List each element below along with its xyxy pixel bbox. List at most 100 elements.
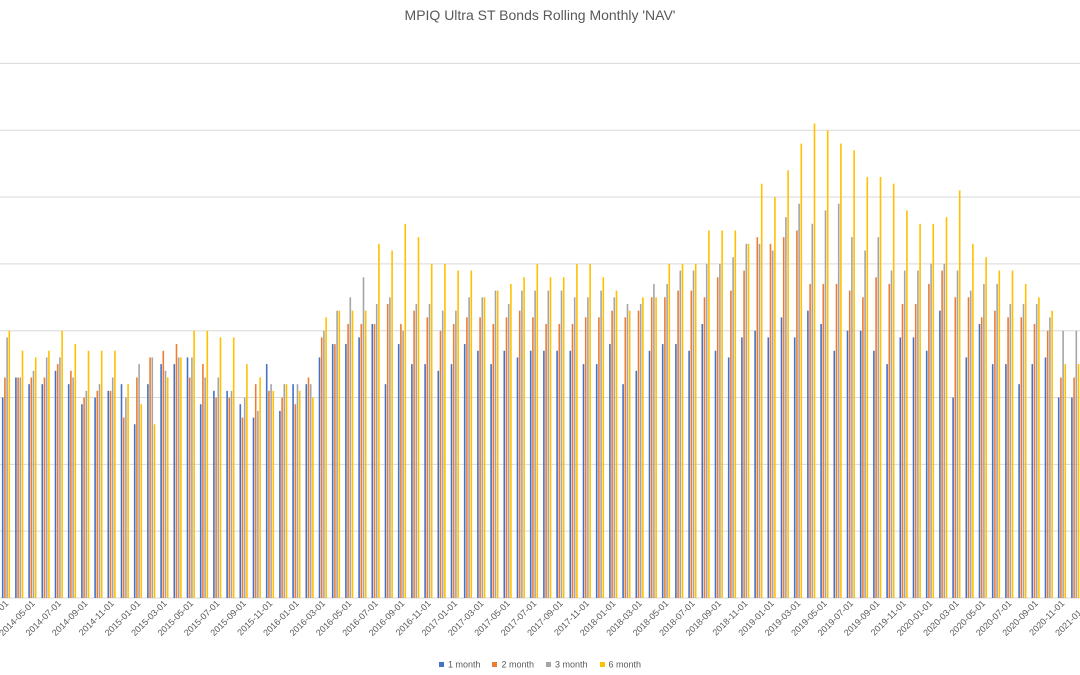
bar-3-month-2017-01-01 [455,310,457,598]
bar-2-month-2015-09-01 [241,417,244,598]
bar-6-month-2016-09-01 [404,223,407,599]
bar-3-month-2017-11-01 [587,297,589,598]
bar-1-month-2015-11-01 [265,364,268,598]
bar-6-month-2019-07-01 [853,150,855,598]
bar-1-month-2015-05-01 [186,357,189,598]
bar-6-month-2018-04-01 [655,297,657,598]
bar-1-month-2016-04-01 [331,344,334,598]
bar-6-month-2016-07-01 [378,243,380,598]
bar-6-month-2019-01-01 [774,197,776,598]
bar-6-month-2014-11-01 [114,350,116,598]
bar-2-month-2015-06-01 [202,364,204,598]
bar-1-month-2018-11-01 [741,337,743,598]
bars [1,123,1080,599]
bar-2-month-2015-04-01 [175,344,178,598]
bar-1-month-2015-04-01 [173,364,176,598]
bar-1-month-2020-07-01 [1005,364,1007,598]
bar-1-month-2019-06-01 [833,350,836,598]
bar-2-month-2020-03-01 [954,297,957,598]
bar-6-month-2014-08-01 [74,344,77,598]
bar-3-month-2020-02-01 [943,263,946,598]
bar-3-month-2019-02-01 [785,217,787,599]
bar-1-month-2017-12-01 [595,364,598,598]
bar-2-month-2015-03-01 [162,350,165,598]
bar-3-month-2017-08-01 [547,290,550,598]
bar-3-month-2018-04-01 [653,283,655,598]
bar-2-month-2020-11-01 [1060,377,1062,598]
bar-3-month-2016-02-01 [309,384,312,598]
bar-2-month-2020-04-01 [967,297,970,598]
bar-2-month-2018-03-01 [637,310,640,598]
bar-3-month-2015-04-01 [177,357,180,598]
bar-6-month-2016-01-01 [298,390,301,598]
bar-6-month-2019-05-01 [826,130,829,599]
bar-3-month-2017-03-01 [481,297,484,598]
bar-3-month-2016-08-01 [389,297,391,598]
bar-6-month-2015-12-01 [285,384,288,598]
bar-2-month-2014-08-01 [70,370,72,598]
bar-2-month-2020-02-01 [941,270,943,598]
bar-2-month-2018-08-01 [703,297,706,598]
bar-3-month-2014-05-01 [32,370,35,598]
bar-6-month-2016-10-01 [417,237,420,598]
bar-1-month-2019-11-01 [899,337,902,598]
bar-6-month-2015-07-01 [219,337,222,598]
bar-3-month-2019-03-01 [798,203,800,599]
bar-6-month-2015-08-01 [232,337,235,598]
bar-2-month-2019-03-01 [796,230,798,598]
bar-1-month-2017-10-01 [569,350,572,598]
bar-6-month-2020-12-01 [1077,364,1080,598]
bar-2-month-2020-10-01 [1046,330,1049,598]
bar-6-month-2015-01-01 [140,404,143,598]
bar-2-month-2014-10-01 [96,390,99,598]
bar-6-month-2020-04-01 [972,243,974,598]
bar-1-month-2020-08-01 [1018,384,1020,598]
bar-2-month-2017-10-01 [571,324,574,598]
bar-6-month-2020-09-01 [1038,297,1040,598]
bar-3-month-2015-10-01 [257,410,259,598]
bar-1-month-2015-10-01 [252,417,255,598]
bar-6-month-2017-10-01 [576,263,578,598]
bar-2-month-2016-02-01 [307,377,310,598]
bar-2-month-2018-10-01 [730,290,732,598]
legend-label: 6 month [608,659,642,670]
legend-item-2-month: 2 month [492,659,534,670]
bar-1-month-2016-03-01 [318,357,321,598]
bar-3-month-2019-12-01 [917,270,919,598]
bar-3-month-2020-04-01 [969,290,972,598]
bar-1-month-2020-05-01 [978,324,981,598]
bar-6-month-2017-09-01 [562,277,565,598]
legend-swatch [599,662,605,668]
bar-2-month-2016-04-01 [334,344,336,598]
bar-6-month-2014-07-01 [61,330,63,598]
bar-6-month-2020-05-01 [985,257,987,598]
bar-3-month-2016-09-01 [402,330,404,598]
bar-2-month-2018-07-01 [690,290,693,598]
bar-6-month-2018-01-01 [615,290,618,598]
bar-6-month-2014-05-01 [34,357,37,598]
bar-1-month-2018-05-01 [661,344,664,598]
bar-2-month-2019-10-01 [888,283,891,598]
bar-6-month-2020-02-01 [945,217,948,599]
bar-2-month-2019-02-01 [782,237,785,598]
bar-1-month-2015-12-01 [279,410,281,598]
bar-3-month-2019-04-01 [811,223,814,599]
bar-2-month-2015-07-01 [215,397,217,598]
bar-3-month-2020-11-01 [1062,330,1064,598]
bar-2-month-2017-07-01 [532,317,534,598]
bar-6-month-2018-09-01 [721,230,723,598]
bar-1-month-2015-02-01 [147,384,149,598]
bar-3-month-2020-09-01 [1035,303,1038,598]
bar-3-month-2017-09-01 [560,290,563,598]
bar-6-month-2016-12-01 [444,263,446,598]
bar-3-month-2018-09-01 [719,263,721,598]
bar-2-month-2016-09-01 [400,324,402,598]
bar-6-month-2020-06-01 [998,270,1001,598]
bar-3-month-2017-12-01 [600,290,602,598]
bar-2-month-2019-09-01 [875,277,877,598]
bar-6-month-2020-07-01 [1011,270,1014,598]
bar-3-month-2016-11-01 [428,303,431,598]
bar-1-month-2016-10-01 [411,364,413,598]
bar-1-month-2014-12-01 [120,384,123,598]
bar-3-month-2015-11-01 [270,384,272,598]
